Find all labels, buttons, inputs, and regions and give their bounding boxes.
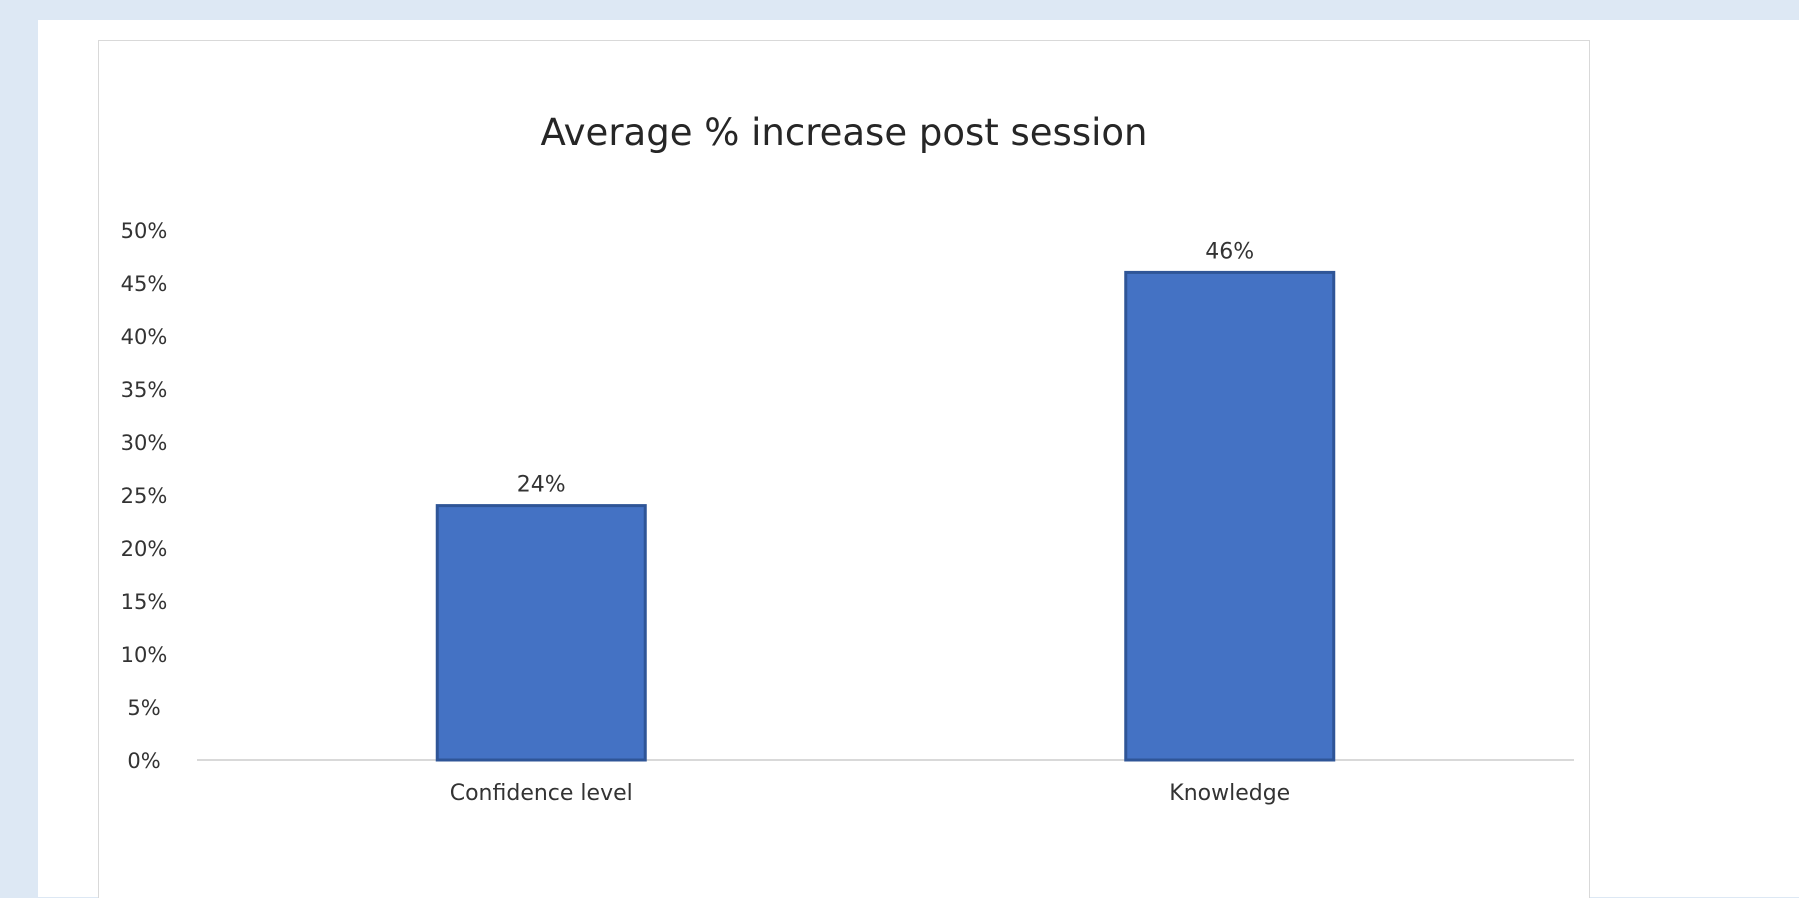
y-tick-label: 30% [121,431,168,455]
y-tick-label: 25% [121,484,168,508]
y-tick-label: 50% [121,219,168,243]
y-tick-label: 0% [127,749,160,773]
data-label: 46% [1205,239,1254,264]
y-tick-label: 15% [121,590,168,614]
x-category-label: Knowledge [1169,781,1290,806]
y-tick-label: 5% [127,696,160,720]
y-tick-label: 10% [121,643,168,667]
data-label-group: 24% 46% [517,239,1254,497]
bar [1124,270,1336,762]
y-tick-label: 35% [121,378,168,402]
y-axis: 0% 5% 10% 15% 20% 25% 30% 35% 40% 45% 50% [121,219,168,773]
y-tick-label: 20% [121,537,168,561]
x-category-label: Confidence level [450,781,633,806]
y-tick-label: 40% [121,325,168,349]
chart-title: Average % increase post session [541,111,1148,154]
chart-panel: Average % increase post session 0% 5% 10% 1… [38,20,1799,898]
bar-chart: Average % increase post session 0% 5% 10% 1… [121,111,1574,806]
y-tick-label: 45% [121,272,168,296]
x-axis: Confidence level Knowledge [197,759,1574,806]
chart-area: Average % increase post session 0% 5% 10% 1… [98,40,1590,898]
bar [435,504,647,762]
data-label: 24% [517,473,566,498]
bar-group [435,270,1336,762]
